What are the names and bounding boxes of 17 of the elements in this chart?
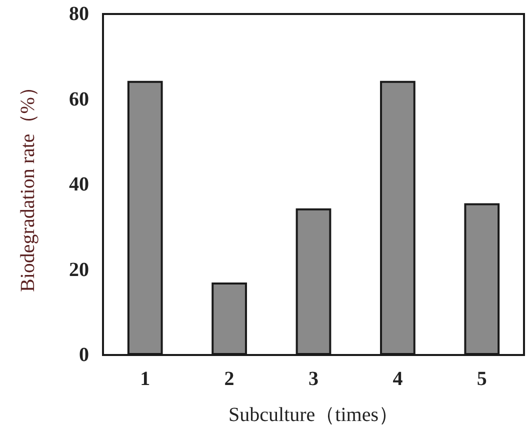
y-tick-label: 40 xyxy=(69,174,89,196)
x-tick-label: 3 xyxy=(308,368,318,390)
bar xyxy=(127,80,163,355)
x-tick-label: 4 xyxy=(392,368,403,390)
x-tick-label: 1 xyxy=(140,368,150,390)
y-tick-label: 80 xyxy=(69,3,89,25)
x-tick-label: 5 xyxy=(476,368,487,390)
bar xyxy=(296,208,332,355)
bar xyxy=(464,203,500,355)
y-axis-title: Biodegradation rate（%） xyxy=(17,77,39,292)
x-axis-title: Subculture（times） xyxy=(228,404,398,426)
bar xyxy=(212,282,247,355)
x-tick-label: 2 xyxy=(224,368,234,390)
y-tick-label: 0 xyxy=(79,344,89,366)
bar xyxy=(380,80,416,355)
y-tick-label: 60 xyxy=(69,88,89,110)
y-tick-label: 20 xyxy=(69,258,89,281)
